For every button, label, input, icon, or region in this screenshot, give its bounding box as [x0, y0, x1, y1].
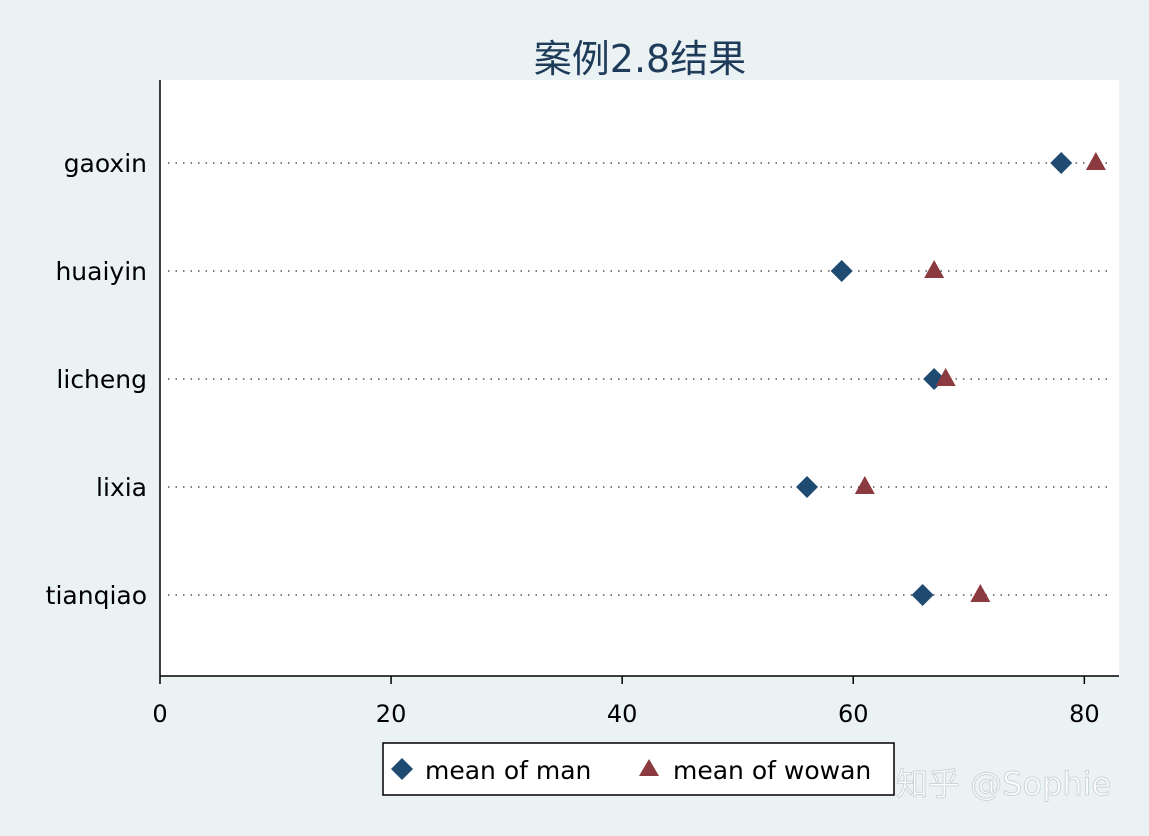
gridlines — [168, 162, 1113, 596]
point-man-tianqiao — [911, 584, 934, 606]
point-man-gaoxin — [1050, 152, 1073, 174]
point-man-huaiyin — [830, 260, 853, 282]
point-man-lixia — [796, 476, 819, 498]
x-tick-label: 80 — [1069, 700, 1100, 728]
point-wowan-huaiyin — [924, 260, 945, 278]
legend-marker-wowan — [639, 759, 659, 776]
chart-title: 案例2.8结果 — [534, 37, 746, 81]
legend-box — [382, 742, 895, 796]
x-tick-label: 20 — [376, 700, 407, 728]
x-tick-label: 40 — [607, 700, 638, 728]
watermark: 知乎 @Sophie — [896, 765, 1111, 803]
category-label: lixia — [96, 473, 147, 502]
legend-label-wowan: mean of wowan — [673, 756, 871, 785]
category-label: licheng — [56, 365, 147, 394]
category-label: gaoxin — [64, 149, 147, 178]
category-label: tianqiao — [46, 581, 147, 610]
legend-marker-man — [391, 758, 413, 780]
point-wowan-lixia — [854, 476, 875, 494]
point-wowan-gaoxin — [1085, 152, 1106, 170]
point-wowan-tianqiao — [970, 584, 991, 602]
point-wowan-licheng — [935, 368, 956, 386]
data-points — [796, 152, 1106, 606]
category-labels: gaoxin huaiyin licheng lixia tianqiao — [46, 149, 147, 610]
category-label: huaiyin — [55, 257, 147, 286]
legend-label-man: mean of man — [425, 756, 591, 785]
x-tick-label: 0 — [152, 700, 167, 728]
x-axis-ticks: 0 20 40 60 80 — [152, 676, 1100, 728]
x-tick-label: 60 — [838, 700, 869, 728]
plot-area — [160, 80, 1119, 676]
